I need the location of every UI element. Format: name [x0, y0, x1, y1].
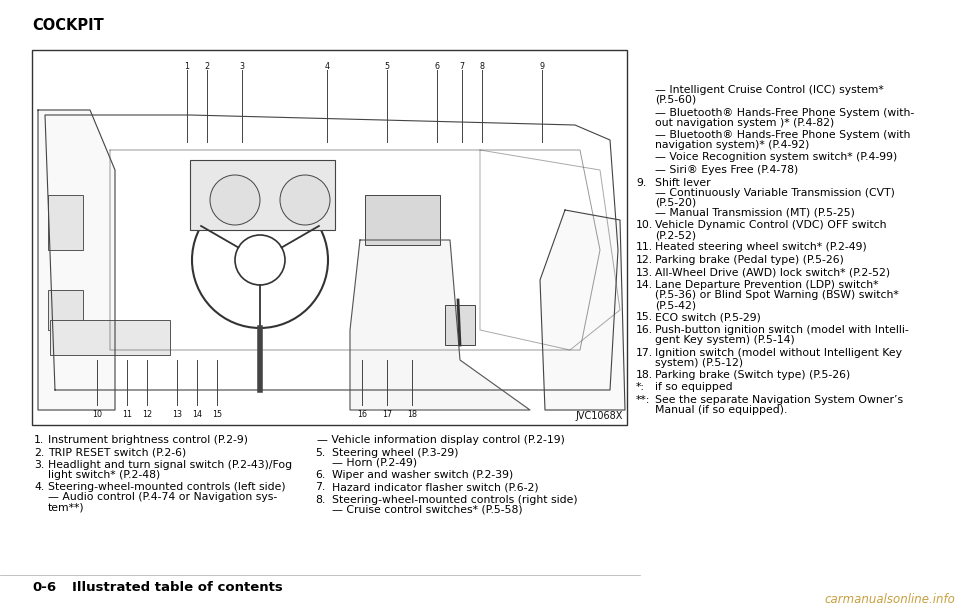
Text: (P.5-42): (P.5-42): [655, 300, 696, 310]
Text: 17: 17: [382, 410, 392, 419]
Text: 11.: 11.: [636, 243, 653, 252]
Text: — Voice Recognition system switch* (P.4-99): — Voice Recognition system switch* (P.4-…: [655, 153, 898, 163]
Bar: [190, 160, 335, 230]
Text: 5: 5: [384, 62, 390, 71]
Bar: [32, 50, 627, 425]
Text: Steering wheel (P.3-29): Steering wheel (P.3-29): [332, 447, 459, 458]
Text: 5.: 5.: [315, 447, 325, 458]
Text: **:: **:: [636, 395, 650, 405]
Text: — Manual Transmission (MT) (P.5-25): — Manual Transmission (MT) (P.5-25): [655, 208, 854, 218]
Text: light switch* (P.2-48): light switch* (P.2-48): [48, 470, 160, 480]
Text: 4.: 4.: [34, 483, 44, 492]
Text: 16: 16: [357, 410, 367, 419]
Text: — Audio control (P.4-74 or Navigation sys-: — Audio control (P.4-74 or Navigation sy…: [48, 492, 277, 502]
Text: 10.: 10.: [636, 220, 653, 230]
Text: navigation system)* (P.4-92): navigation system)* (P.4-92): [655, 140, 809, 150]
Circle shape: [210, 175, 260, 225]
Text: — Horn (P.2-49): — Horn (P.2-49): [332, 458, 418, 467]
Text: All-Wheel Drive (AWD) lock switch* (P.2-52): All-Wheel Drive (AWD) lock switch* (P.2-…: [655, 268, 890, 277]
Text: if so equipped: if so equipped: [655, 382, 732, 392]
Text: Steering-wheel-mounted controls (left side): Steering-wheel-mounted controls (left si…: [48, 483, 286, 492]
Text: — Cruise control switches* (P.5-58): — Cruise control switches* (P.5-58): [332, 505, 522, 515]
Text: Steering-wheel-mounted controls (right side): Steering-wheel-mounted controls (right s…: [332, 495, 578, 505]
Text: 11: 11: [122, 410, 132, 419]
Text: tem**): tem**): [48, 502, 84, 513]
Text: 4: 4: [324, 62, 329, 71]
Text: 3.: 3.: [34, 460, 44, 470]
Text: — Bluetooth® Hands-Free Phone System (with-: — Bluetooth® Hands-Free Phone System (wi…: [655, 108, 914, 117]
Text: Vehicle Dynamic Control (VDC) OFF switch: Vehicle Dynamic Control (VDC) OFF switch: [655, 220, 886, 230]
Polygon shape: [540, 210, 625, 410]
Text: 1.: 1.: [34, 435, 44, 445]
Text: — Siri® Eyes Free (P.4-78): — Siri® Eyes Free (P.4-78): [655, 165, 799, 175]
Text: ECO switch (P.5-29): ECO switch (P.5-29): [655, 312, 761, 323]
Polygon shape: [350, 240, 530, 410]
Text: 12: 12: [142, 410, 152, 419]
Text: — Bluetooth® Hands-Free Phone System (with: — Bluetooth® Hands-Free Phone System (wi…: [655, 130, 910, 140]
Text: 6.: 6.: [315, 470, 325, 480]
Text: 7: 7: [460, 62, 465, 71]
Text: 9.: 9.: [636, 178, 646, 188]
Text: 14: 14: [192, 410, 202, 419]
Text: *:: *:: [636, 382, 645, 392]
Text: Wiper and washer switch (P.2-39): Wiper and washer switch (P.2-39): [332, 470, 514, 480]
Text: 17.: 17.: [636, 348, 653, 357]
Text: COCKPIT: COCKPIT: [32, 18, 104, 33]
Bar: [48, 290, 83, 330]
Text: carmanualsonline.info: carmanualsonline.info: [824, 593, 955, 606]
Polygon shape: [38, 110, 115, 410]
Text: (P.5-20): (P.5-20): [655, 197, 696, 208]
Text: 6: 6: [435, 62, 440, 71]
Text: Parking brake (Pedal type) (P.5-26): Parking brake (Pedal type) (P.5-26): [655, 255, 844, 265]
Text: Manual (if so equipped).: Manual (if so equipped).: [655, 405, 787, 415]
Text: 2: 2: [204, 62, 209, 71]
Text: 16.: 16.: [636, 325, 653, 335]
Text: See the separate Navigation System Owner’s: See the separate Navigation System Owner…: [655, 395, 903, 405]
Text: out navigation system )* (P.4-82): out navigation system )* (P.4-82): [655, 117, 834, 128]
Text: (P.2-52): (P.2-52): [655, 230, 696, 240]
Text: Lane Departure Prevention (LDP) switch*: Lane Departure Prevention (LDP) switch*: [655, 280, 878, 290]
Text: 1: 1: [184, 62, 189, 71]
Text: 12.: 12.: [636, 255, 653, 265]
Text: 9: 9: [540, 62, 544, 71]
Text: 14.: 14.: [636, 280, 653, 290]
Text: Heated steering wheel switch* (P.2-49): Heated steering wheel switch* (P.2-49): [655, 243, 867, 252]
Text: 13: 13: [172, 410, 182, 419]
Text: system) (P.5-12): system) (P.5-12): [655, 357, 743, 367]
Bar: [445, 305, 475, 345]
Text: (P.5-60): (P.5-60): [655, 95, 696, 105]
Text: 8.: 8.: [315, 495, 325, 505]
Text: gent Key system) (P.5-14): gent Key system) (P.5-14): [655, 335, 795, 345]
Text: 8: 8: [479, 62, 485, 71]
Text: 0-6: 0-6: [32, 581, 56, 594]
Text: 18.: 18.: [636, 370, 653, 380]
Text: 2.: 2.: [34, 447, 44, 458]
Text: 18: 18: [407, 410, 417, 419]
Circle shape: [280, 175, 330, 225]
Bar: [50, 320, 170, 355]
Text: (P.5-36) or Blind Spot Warning (BSW) switch*: (P.5-36) or Blind Spot Warning (BSW) swi…: [655, 290, 899, 300]
Text: Hazard indicator flasher switch (P.6-2): Hazard indicator flasher switch (P.6-2): [332, 483, 539, 492]
Text: Push-button ignition switch (model with Intelli-: Push-button ignition switch (model with …: [655, 325, 909, 335]
Text: 15: 15: [212, 410, 222, 419]
Text: — Continuously Variable Transmission (CVT): — Continuously Variable Transmission (CV…: [655, 188, 895, 197]
Text: Parking brake (Switch type) (P.5-26): Parking brake (Switch type) (P.5-26): [655, 370, 851, 380]
Text: Illustrated table of contents: Illustrated table of contents: [72, 581, 283, 594]
Text: Ignition switch (model without Intelligent Key: Ignition switch (model without Intellige…: [655, 348, 902, 357]
Text: TRIP RESET switch (P.2-6): TRIP RESET switch (P.2-6): [48, 447, 186, 458]
Text: — Vehicle information display control (P.2-19): — Vehicle information display control (P…: [317, 435, 564, 445]
Text: 13.: 13.: [636, 268, 653, 277]
Text: JVC1068X: JVC1068X: [576, 411, 623, 421]
Text: Headlight and turn signal switch (P.2-43)/Fog: Headlight and turn signal switch (P.2-43…: [48, 460, 292, 470]
Bar: [365, 195, 440, 245]
Text: 3: 3: [239, 62, 245, 71]
Text: 10: 10: [92, 410, 102, 419]
Text: 7.: 7.: [315, 483, 325, 492]
Bar: [48, 195, 83, 250]
Text: Shift lever: Shift lever: [655, 178, 710, 188]
Text: Instrument brightness control (P.2-9): Instrument brightness control (P.2-9): [48, 435, 248, 445]
Text: — Intelligent Cruise Control (ICC) system*: — Intelligent Cruise Control (ICC) syste…: [655, 85, 884, 95]
Text: 15.: 15.: [636, 312, 653, 323]
